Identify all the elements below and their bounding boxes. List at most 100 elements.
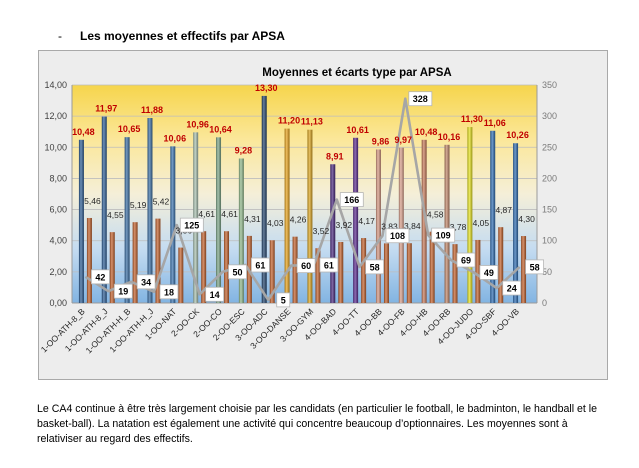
std-label: 4,05 [473,218,490,228]
effectif-label: 108 [390,231,405,241]
std-bar [521,236,527,303]
effectif-label-box [502,280,522,296]
y-left-tick-label: 2,00 [49,267,67,277]
effectif-label-box [339,192,364,208]
std-label: 4,61 [198,209,215,219]
std-label: 4,87 [495,205,512,215]
std-label: 3,92 [336,220,353,230]
y-left-tick-label: 14,00 [44,80,67,90]
std-bar [383,243,389,303]
effectif-label: 69 [461,256,471,266]
effectif-label-box [250,257,270,273]
mean-bar [147,118,153,303]
effectif-label: 14 [210,290,220,300]
std-label: 3,83 [381,221,398,231]
effectif-label: 50 [233,267,243,277]
mean-bar [375,149,381,303]
std-bar [315,248,321,303]
std-bar [224,231,230,303]
mean-bar [330,164,336,303]
y-left-tick-label: 0,00 [49,298,67,308]
y-right-tick-label: 100 [542,236,557,246]
std-label: 3,84 [404,221,421,231]
std-label: 3,52 [313,226,330,236]
mean-label: 10,61 [346,125,369,135]
effectif-label-box [479,265,499,280]
mean-label: 10,64 [209,124,232,134]
mean-label: 13,30 [255,83,278,93]
effectif-label-group: 49 [479,265,499,280]
y-right-tick-label: 150 [542,205,557,215]
y-right-tick-label: 250 [542,142,557,152]
effectif-label-group: 109 [431,227,456,243]
effectif-label: 24 [507,284,517,294]
effectif-label-group: 42 [91,269,110,285]
y-right-tick-label: 0 [542,298,547,308]
std-label: 5,19 [130,200,147,210]
mean-label: 10,96 [186,119,209,129]
y-left-tick-label: 6,00 [49,205,67,215]
effectif-label-group: 19 [113,283,133,299]
effectif-label-group: 58 [525,259,544,275]
effectif-label: 60 [301,261,311,271]
mean-bar [307,129,313,303]
data-labels: 5,464,555,195,423,564,614,614,314,034,26… [72,83,544,308]
y-left-tick-label: 8,00 [49,173,67,183]
effectif-label-group: 58 [365,259,385,275]
std-bar [452,244,458,303]
mean-label: 11,13 [301,117,323,127]
std-bar [269,240,275,303]
effectif-label: 34 [141,277,151,287]
mean-label: 8,91 [326,151,344,161]
effectif-label: 61 [324,261,334,271]
effectif-label-group: 18 [159,284,179,300]
std-bar [86,217,92,303]
effectif-label: 328 [413,94,428,104]
std-bar [429,231,435,303]
effectif-label-box [365,259,385,275]
effectif-label-box [385,228,410,244]
effectif-label: 125 [184,221,199,231]
mean-bar [467,127,473,304]
std-bar [155,218,161,303]
mean-bar [490,130,496,303]
body-paragraph: Le CA4 continue à être très largement ch… [37,403,598,445]
std-label: 4,30 [518,214,535,224]
effectif-label-box [456,252,476,268]
effectif-label: 42 [95,272,105,282]
mean-bar [238,158,244,303]
y-right-tick-label: 350 [542,80,557,90]
effectif-label-group: 24 [502,280,522,296]
effectif-label-group: 61 [319,257,339,273]
mean-label: 10,26 [506,130,529,140]
std-bar [292,236,298,303]
std-bar [338,241,344,303]
mean-label: 11,06 [484,118,506,128]
effectif-label: 18 [164,287,174,297]
mean-bar [513,143,519,303]
effectif-label-box [159,284,179,300]
std-label: 4,26 [290,215,307,225]
mean-bar [124,137,130,303]
std-bar [361,238,367,303]
std-bar [201,231,207,303]
effectif-label: 5 [281,295,286,305]
effectif-label-box [276,292,291,308]
mean-bar [216,137,222,303]
mean-bar [193,132,199,303]
y-right-tick-label: 50 [542,267,552,277]
effectif-label-group: 60 [296,258,316,274]
effectif-label-box [91,269,110,285]
std-bar [132,222,138,303]
mean-label: 10,48 [415,127,438,137]
effectif-label-box [205,286,225,302]
chart-svg: Moyennes et écarts type par APSA 0,00 2,00… [39,67,557,355]
std-label: 4,03 [267,218,284,228]
std-label: 4,61 [221,209,238,219]
std-label: 4,58 [427,210,444,220]
heading-text: Les moyennes et effectifs par APSA [80,29,285,43]
effectif-label-group: 50 [228,264,247,280]
mean-label: 10,48 [72,127,95,137]
y-left-tick-label: 4,00 [49,236,67,246]
